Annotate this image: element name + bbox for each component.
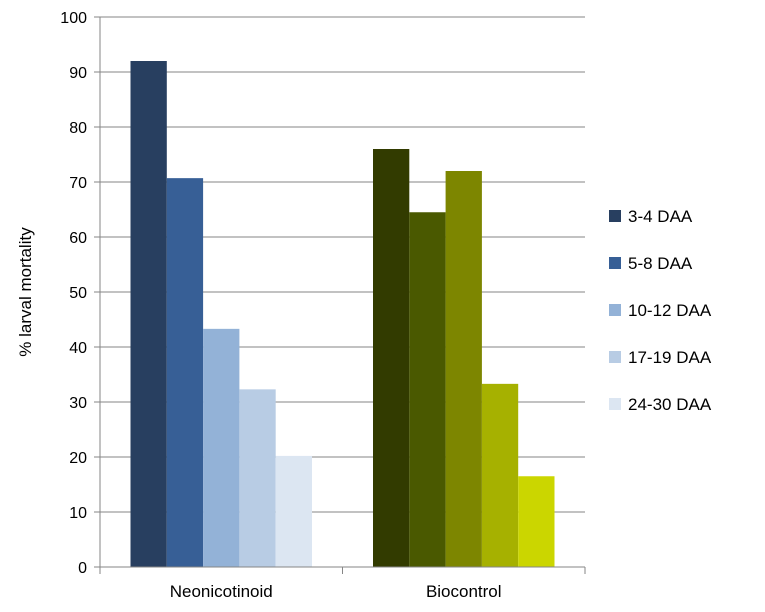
- bar-neonicotinoid-3: [203, 328, 240, 567]
- y-tick-label: 60: [69, 230, 87, 247]
- legend-label: 17-19 DAA: [628, 348, 712, 367]
- legend-swatch: [609, 351, 621, 363]
- legend-swatch: [609, 304, 621, 316]
- legend-label: 3-4 DAA: [628, 207, 693, 226]
- bar-neonicotinoid-1: [130, 61, 167, 567]
- y-axis-title: % larval mortality: [16, 227, 35, 357]
- y-tick-label: 0: [78, 560, 87, 577]
- legend-label: 24-30 DAA: [628, 395, 712, 414]
- y-tick-label: 10: [69, 505, 87, 522]
- legend-swatch: [609, 398, 621, 410]
- axes: [99, 17, 586, 574]
- x-category-labels: Neonicotinoid Biocontrol: [170, 582, 502, 601]
- legend-label: 5-8 DAA: [628, 254, 693, 273]
- bar-neonicotinoid-5: [275, 455, 312, 567]
- bar-neonicotinoid-2: [166, 178, 204, 567]
- y-tick-label: 100: [60, 10, 87, 27]
- y-tick-label: 90: [69, 65, 87, 82]
- y-tick-label: 50: [69, 285, 87, 302]
- bar-biocontrol-2: [409, 212, 446, 567]
- y-tick-label: 30: [69, 395, 87, 412]
- bar-biocontrol-1: [373, 149, 410, 567]
- legend-swatch: [609, 210, 621, 222]
- x-category-label: Biocontrol: [426, 582, 502, 601]
- legend-label: 10-12 DAA: [628, 301, 712, 320]
- bar-biocontrol-5: [518, 476, 555, 567]
- y-tick-label: 80: [69, 120, 87, 137]
- legend: 3-4 DAA 5-8 DAA 10-12 DAA 17-19 DAA 24-30 DA…: [609, 207, 712, 414]
- bars: [130, 61, 555, 567]
- bar-biocontrol-3: [445, 171, 482, 567]
- y-tick-label: 40: [69, 340, 87, 357]
- x-category-label: Neonicotinoid: [170, 582, 273, 601]
- y-tick-label: 70: [69, 175, 87, 192]
- legend-swatch: [609, 257, 621, 269]
- bar-biocontrol-4: [481, 383, 519, 567]
- bar-neonicotinoid-4: [239, 389, 276, 567]
- y-tick-label: 20: [69, 450, 87, 467]
- y-tick-labels: 0 10 20 30 40 50 60 70 80 90 100: [60, 10, 87, 577]
